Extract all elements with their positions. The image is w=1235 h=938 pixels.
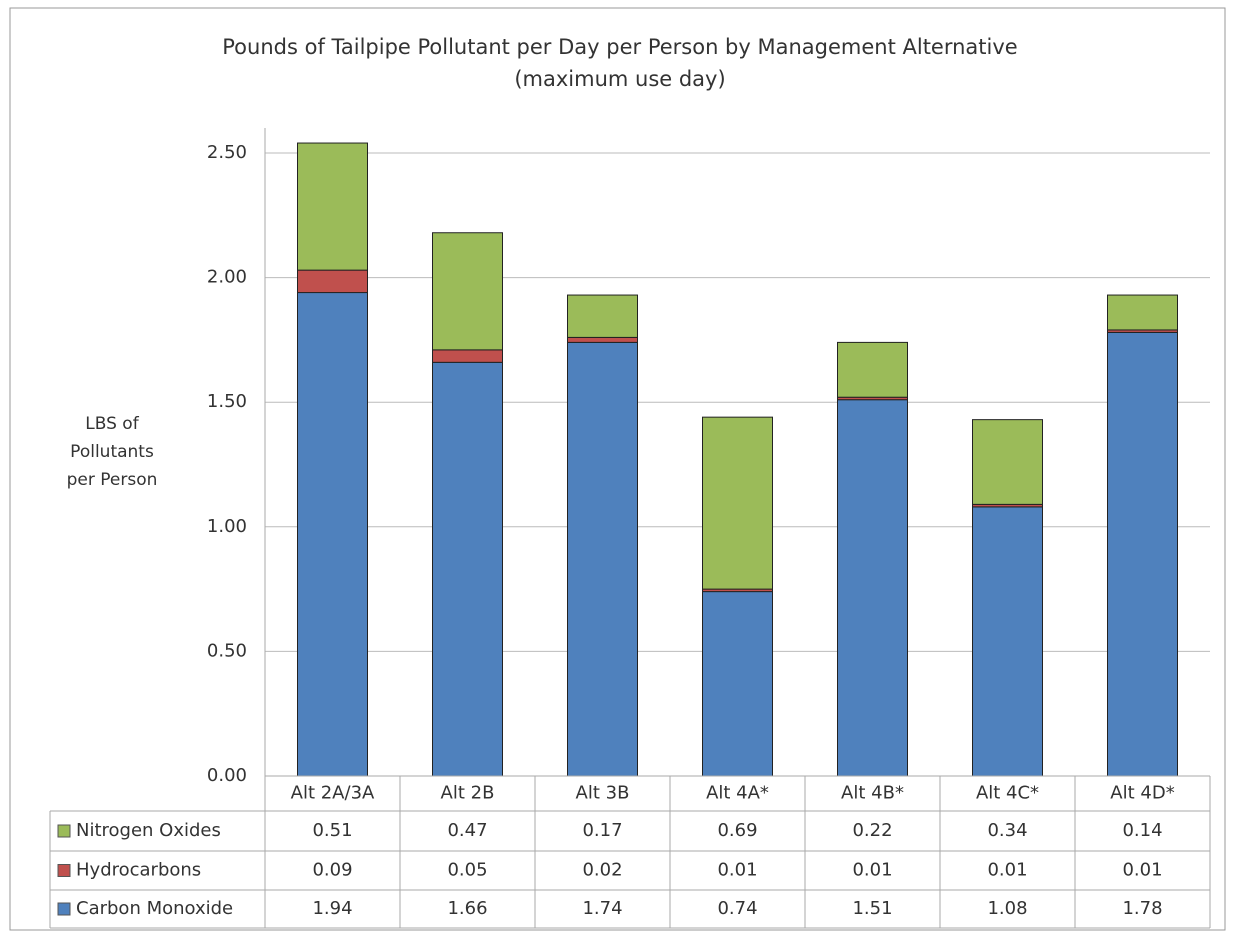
bar-segment <box>432 361 503 777</box>
x-tick-label: Alt 4B* <box>841 783 904 804</box>
x-tick-label: Alt 4C* <box>976 783 1039 804</box>
bar-segment <box>702 591 773 777</box>
table-value: 1.08 <box>987 898 1027 919</box>
table-value: 0.01 <box>1122 860 1162 881</box>
chart-border <box>9 7 1226 931</box>
table-value: 1.66 <box>447 898 487 919</box>
bar-segment <box>567 294 638 338</box>
table-value: 1.94 <box>312 898 352 919</box>
table-value: 0.22 <box>852 820 892 841</box>
bar-segment <box>432 232 503 351</box>
legend-swatch <box>57 864 71 877</box>
y-tick-label: 2.50 <box>207 142 247 163</box>
bar-segment <box>297 142 368 271</box>
x-tick-label: Alt 4A* <box>706 783 769 804</box>
bar-segment <box>972 419 1043 505</box>
table-value: 0.05 <box>447 860 487 881</box>
table-value: 0.14 <box>1122 820 1162 841</box>
table-value: 0.51 <box>312 820 352 841</box>
bar-segment <box>567 341 638 777</box>
bar-segment <box>432 349 503 363</box>
legend-label: Hydrocarbons <box>76 860 201 881</box>
y-tick-label: 1.00 <box>207 516 247 537</box>
legend-swatch <box>57 902 71 916</box>
legend-label: Carbon Monoxide <box>76 898 233 919</box>
y-tick-label: 1.50 <box>207 391 247 412</box>
table-value: 1.78 <box>1122 898 1162 919</box>
bar-segment <box>1107 294 1178 331</box>
bar-segment <box>837 399 908 777</box>
table-value: 0.47 <box>447 820 487 841</box>
table-value: 0.01 <box>987 860 1027 881</box>
bar-segment <box>702 416 773 590</box>
y-tick-label: 2.00 <box>207 267 247 288</box>
bar-segment <box>297 269 368 294</box>
table-value: 0.17 <box>582 820 622 841</box>
chart-title: Pounds of Tailpipe Pollutant per Day per… <box>222 35 1017 59</box>
x-tick-label: Alt 2A/3A <box>291 783 375 804</box>
table-value: 0.01 <box>852 860 892 881</box>
bar-segment <box>837 341 908 398</box>
bar-segment <box>972 506 1043 777</box>
table-value: 0.74 <box>717 898 757 919</box>
bar-segment <box>297 292 368 777</box>
bar-segment <box>567 336 638 343</box>
x-tick-label: Alt 3B <box>576 783 630 804</box>
table-value: 0.02 <box>582 860 622 881</box>
table-value: 0.01 <box>717 860 757 881</box>
table-value: 1.51 <box>852 898 892 919</box>
legend-label: Nitrogen Oxides <box>76 820 221 841</box>
x-tick-label: Alt 2B <box>441 783 495 804</box>
table-value: 1.74 <box>582 898 622 919</box>
table-value: 0.34 <box>987 820 1027 841</box>
table-value: 0.09 <box>312 860 352 881</box>
y-tick-label: 0.00 <box>207 765 247 786</box>
chart-subtitle: (maximum use day) <box>514 67 725 91</box>
bar-segment <box>1107 331 1178 777</box>
legend-swatch <box>57 824 71 838</box>
y-tick-label: 0.50 <box>207 640 247 661</box>
x-tick-label: Alt 4D* <box>1110 783 1174 804</box>
table-value: 0.69 <box>717 820 757 841</box>
y-axis-label: LBS of Pollutants per Person <box>66 414 158 490</box>
